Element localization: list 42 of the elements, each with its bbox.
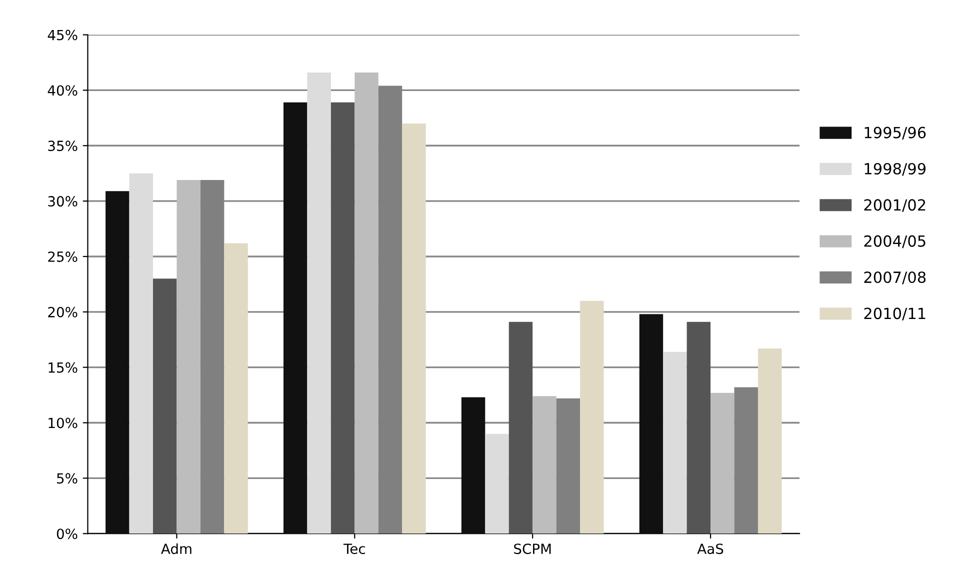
- legend-label: 1995/96: [864, 126, 926, 140]
- bar: [129, 173, 153, 534]
- bar: [283, 102, 308, 534]
- legend-label: 2001/02: [864, 199, 926, 212]
- bar: [461, 397, 486, 534]
- legend-label: 2007/08: [864, 271, 926, 284]
- bar: [106, 191, 130, 534]
- bar: [734, 387, 758, 534]
- y-tick-label: 5%: [57, 473, 78, 484]
- y-tick-label: 40%: [48, 85, 78, 96]
- legend-label: 1998/99: [864, 162, 926, 176]
- bar: [710, 392, 734, 534]
- bar: [402, 123, 426, 534]
- bar: [330, 102, 355, 534]
- legend-label: 2004/05: [864, 235, 926, 248]
- bar: [532, 396, 556, 534]
- bar: [508, 322, 533, 534]
- bar: [224, 243, 248, 534]
- y-tick-label: 25%: [48, 251, 78, 262]
- x-tick-label: SCPM: [514, 544, 551, 554]
- y-tick-label: 0%: [56, 528, 78, 540]
- bar: [307, 72, 331, 534]
- bar: [580, 300, 604, 534]
- bar: [758, 348, 782, 534]
- x-tick-label: Adm: [161, 543, 192, 554]
- bar: [663, 352, 687, 534]
- legend-label: 2010/11: [864, 308, 926, 320]
- y-tick-label: 15%: [48, 362, 78, 373]
- bar: [686, 322, 711, 534]
- bar: [556, 398, 580, 534]
- bar: [354, 72, 378, 534]
- bar: [176, 180, 200, 534]
- y-tick-label: 30%: [48, 196, 78, 207]
- bar: [485, 434, 509, 534]
- y-tick-label: 10%: [48, 418, 78, 428]
- x-tick-label: Tec: [343, 544, 365, 554]
- y-tick-label: 20%: [48, 306, 78, 318]
- bar: [152, 278, 177, 534]
- y-tick-label: 35%: [48, 140, 78, 152]
- bar: [639, 314, 664, 534]
- x-tick-label: AaS: [697, 544, 724, 554]
- y-tick-label: 45%: [48, 30, 78, 40]
